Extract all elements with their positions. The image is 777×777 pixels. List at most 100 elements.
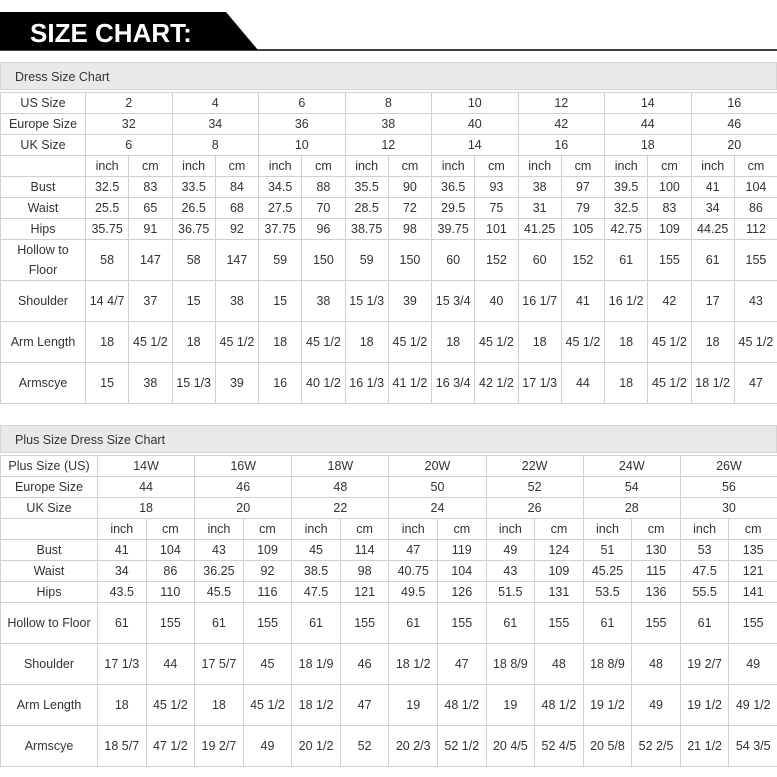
table-cell: 47 xyxy=(436,643,487,685)
header-banner xyxy=(0,12,258,50)
table-cell: 30 xyxy=(679,497,777,519)
table-cell: 47.5 xyxy=(679,560,730,582)
table-cell: 8 xyxy=(344,92,433,114)
table-cell: 90 xyxy=(387,176,433,198)
table-cell: cm xyxy=(436,518,487,540)
row-label xyxy=(0,518,98,540)
table-cell: 45 xyxy=(291,539,341,561)
table-cell: 121 xyxy=(339,581,390,603)
table-row: Hollow to Floor 61 155 61 155 61 155 61 155 61 155… xyxy=(0,602,777,644)
row-label: UK Size xyxy=(0,497,98,519)
table-cell: 38 xyxy=(301,280,346,322)
table-cell: 39 xyxy=(214,362,260,404)
table-cell: 150 xyxy=(301,239,346,281)
table-row: Shoulder 17 1/3 44 17 5/7 45 18 1/9 46 18 1/2 47… xyxy=(0,643,777,685)
table-cell: 97 xyxy=(560,176,606,198)
table-cell: inch xyxy=(690,155,735,177)
table-cell: 86 xyxy=(145,560,196,582)
table-cell: 19 2/7 xyxy=(194,725,244,767)
table-cell: 141 xyxy=(728,581,777,603)
table-cell: 75 xyxy=(474,197,519,219)
table-cell: 29.5 xyxy=(431,197,476,219)
row-label: Hips xyxy=(0,581,98,603)
table-cell: 15 xyxy=(84,362,130,404)
table-cell: 15 xyxy=(171,280,216,322)
row-label: Arm Length xyxy=(0,684,98,726)
table-cell: 155 xyxy=(436,602,487,644)
table-cell: 124 xyxy=(534,539,584,561)
table-cell: 24 xyxy=(388,497,487,519)
table-cell: 114 xyxy=(339,539,390,561)
table-cell: 48 xyxy=(291,476,390,498)
table-cell: 45 1/2 xyxy=(145,684,196,726)
table-cell: 18 8/9 xyxy=(485,643,536,685)
table-row: Hollow to Floor 58 147 58 147 59 150 59 150 60 152… xyxy=(0,239,777,281)
table-cell: 24W xyxy=(582,455,681,477)
table-title: Dress Size Chart xyxy=(0,62,777,90)
table-cell: 45 xyxy=(242,643,293,685)
table-cell: 110 xyxy=(145,581,196,603)
table-cell: 19 1/2 xyxy=(582,684,633,726)
table-cell: 43 xyxy=(194,539,244,561)
table-cell: 60 xyxy=(431,239,476,281)
table-cell: 20 1/2 xyxy=(291,725,341,767)
table-cell: 34.5 xyxy=(258,176,303,198)
table-cell: 116 xyxy=(242,581,293,603)
table-cell: 109 xyxy=(242,539,293,561)
table-cell: 93 xyxy=(474,176,519,198)
row-label: Plus Size (US) xyxy=(0,455,98,477)
table-cell: 43 xyxy=(485,560,536,582)
table-cell: 39 xyxy=(387,280,433,322)
table-cell: inch xyxy=(84,155,130,177)
table-cell: 48 1/2 xyxy=(436,684,487,726)
table-cell: 61 xyxy=(485,602,536,644)
table-cell: 20 xyxy=(194,497,293,519)
table-cell: 40 xyxy=(431,113,519,135)
table-cell: 18 1/9 xyxy=(291,643,341,685)
table-cell: 6 xyxy=(258,92,346,114)
table-cell: 50 xyxy=(388,476,487,498)
table-cell: 46 xyxy=(339,643,390,685)
table-cell: 37 xyxy=(128,280,173,322)
table-cell: 18 1/2 xyxy=(388,643,438,685)
table-row: Waist 25.5 65 26.5 68 27.5 70 28.5 72 29.5 75 31 79 3… xyxy=(0,197,777,219)
row-label: Hollow to Floor xyxy=(0,239,86,281)
table-cell: 18 8/9 xyxy=(582,643,633,685)
table-cell: 25.5 xyxy=(84,197,130,219)
table-row: Europe Size 44 46 48 50 52 54 56 xyxy=(0,476,777,498)
table-cell: 14 xyxy=(431,134,519,156)
table-cell: 35.5 xyxy=(344,176,389,198)
table-cell: 131 xyxy=(534,581,584,603)
table-cell: 155 xyxy=(733,239,777,281)
table-row: Hips 43.5 110 45.5 116 47.5 121 49.5 126 51.5 131 5… xyxy=(0,581,777,603)
table-cell: inch xyxy=(485,518,536,540)
table-cell: 147 xyxy=(128,239,173,281)
table-cell: 61 xyxy=(194,602,244,644)
table-cell: 60 xyxy=(517,239,562,281)
table-cell: 36.25 xyxy=(194,560,244,582)
table-cell: 28.5 xyxy=(344,197,389,219)
table-cell: 47 xyxy=(733,362,777,404)
table-cell: 26.5 xyxy=(171,197,216,219)
row-label: Europe Size xyxy=(0,476,98,498)
table-cell: 22 xyxy=(291,497,390,519)
table-cell: 79 xyxy=(560,197,606,219)
table-cell: 17 xyxy=(690,280,735,322)
table-cell: 130 xyxy=(631,539,681,561)
row-label: Shoulder xyxy=(0,280,86,322)
row-label: Arm Length xyxy=(0,321,86,363)
table-cell: 45 1/2 xyxy=(647,321,692,363)
table-cell: cm xyxy=(242,518,293,540)
table-cell: 15 3/4 xyxy=(431,280,476,322)
table-cell: 72 xyxy=(387,197,433,219)
table-cell: 18W xyxy=(291,455,390,477)
table-cell: 46 xyxy=(690,113,777,135)
table-cell: 96 xyxy=(301,218,346,240)
table-row: Armscye 18 5/7 47 1/2 19 2/7 49 20 1/2 52 20 2/… xyxy=(0,725,777,767)
row-label: Bust xyxy=(0,539,98,561)
table-cell: 49 1/2 xyxy=(728,684,777,726)
table-cell: 47.5 xyxy=(291,581,341,603)
table-row: Waist 34 86 36.25 92 38.5 98 40.75 104 43 109 45.25… xyxy=(0,560,777,582)
table-cell: inch xyxy=(604,155,649,177)
